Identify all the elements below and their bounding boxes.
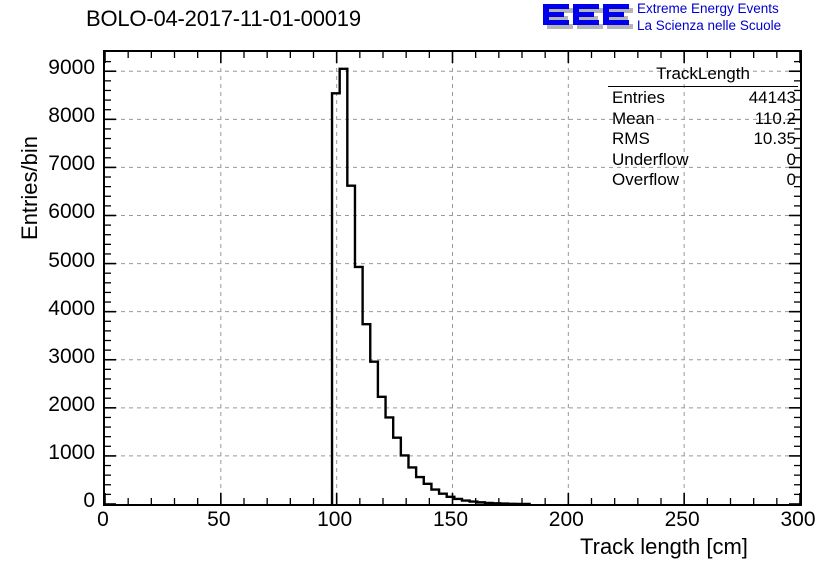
- stats-row-key: Overflow: [612, 170, 680, 189]
- x-axis-title: Track length [cm]: [580, 534, 748, 559]
- stats-row-key: Entries: [612, 88, 665, 107]
- x-tick-label: 300: [780, 508, 816, 531]
- stats-row-key: RMS: [612, 129, 650, 148]
- stats-rows: Entries 44143 Mean 110.2 RMS 10.35 Underflow 0 O…: [608, 88, 798, 191]
- eee-logo: Extreme Energy Events La Scienza nelle S…: [541, 1, 833, 35]
- eee-logo-line1: Extreme Energy Events: [637, 1, 779, 16]
- statistics-box: TrackLength Entries 44143 Mean 110.2 RMS 10.3…: [608, 64, 798, 191]
- plot-frame: [103, 50, 802, 506]
- y-tick-label: 0: [83, 489, 95, 512]
- histogram-outline: [330, 67, 531, 504]
- stats-row-value: 10.35: [753, 129, 796, 148]
- y-tick-label: 8000: [48, 104, 95, 128]
- y-tick-label: 9000: [48, 56, 95, 80]
- stats-row: Overflow 0: [608, 170, 798, 191]
- y-tick-label: 7000: [48, 152, 95, 176]
- page-title: BOLO-04-2017-11-01-00019: [86, 6, 361, 31]
- y-tick-label: 5000: [48, 248, 95, 272]
- stats-row-value: 44143: [748, 88, 796, 107]
- x-tick-label: 200: [548, 508, 584, 531]
- y-tick-label: 6000: [48, 200, 95, 224]
- axis-ticks: [105, 52, 800, 504]
- stats-row-key: Underflow: [612, 149, 689, 169]
- stats-row-key: Mean: [612, 108, 655, 128]
- gridlines: [105, 52, 800, 504]
- x-tick-label: 100: [317, 508, 353, 531]
- stats-row: Entries 44143: [608, 88, 798, 109]
- stats-row-value: 110.2: [754, 108, 796, 128]
- x-tick-label: 150: [432, 508, 469, 531]
- eee-logo-text: Extreme Energy Events La Scienza nelle S…: [637, 1, 781, 34]
- x-tick-label: 0: [97, 508, 109, 531]
- y-tick-label: 1000: [48, 440, 95, 464]
- stats-rule: [608, 86, 798, 87]
- stats-row: Mean 110.2: [608, 109, 798, 130]
- y-tick-label: 2000: [48, 392, 95, 416]
- stats-title: TrackLength: [656, 64, 750, 83]
- stats-row: RMS 10.35: [608, 129, 798, 150]
- stats-row: Underflow 0: [608, 150, 798, 171]
- y-tick-label: 4000: [48, 296, 95, 320]
- x-tick-label: 50: [207, 508, 231, 531]
- eee-logo-line2: La Scienza nelle Scuole: [637, 17, 782, 33]
- y-tick-label: 3000: [48, 344, 95, 368]
- stats-row-value: 0: [786, 149, 796, 169]
- eee-logo-mark-icon: [541, 1, 633, 33]
- x-tick-label: 250: [664, 508, 700, 531]
- plot-canvas: [105, 52, 800, 504]
- stats-row-value: 0: [786, 170, 796, 189]
